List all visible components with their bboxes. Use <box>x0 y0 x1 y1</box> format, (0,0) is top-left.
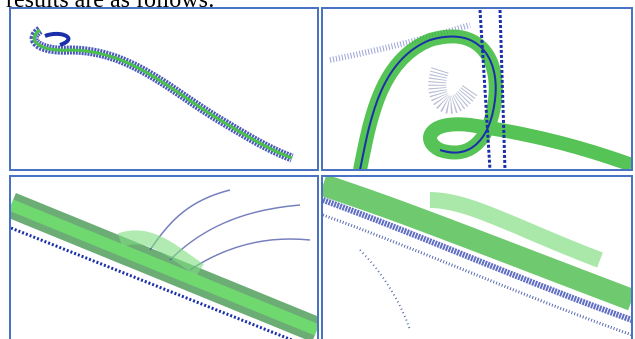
page: results are as follows: <box>0 0 635 339</box>
point-cloud-3 <box>11 190 317 339</box>
point-cloud-4 <box>323 185 632 335</box>
figure <box>0 0 635 339</box>
point-cloud-1 <box>34 30 292 158</box>
point-cloud-2 <box>330 10 632 170</box>
